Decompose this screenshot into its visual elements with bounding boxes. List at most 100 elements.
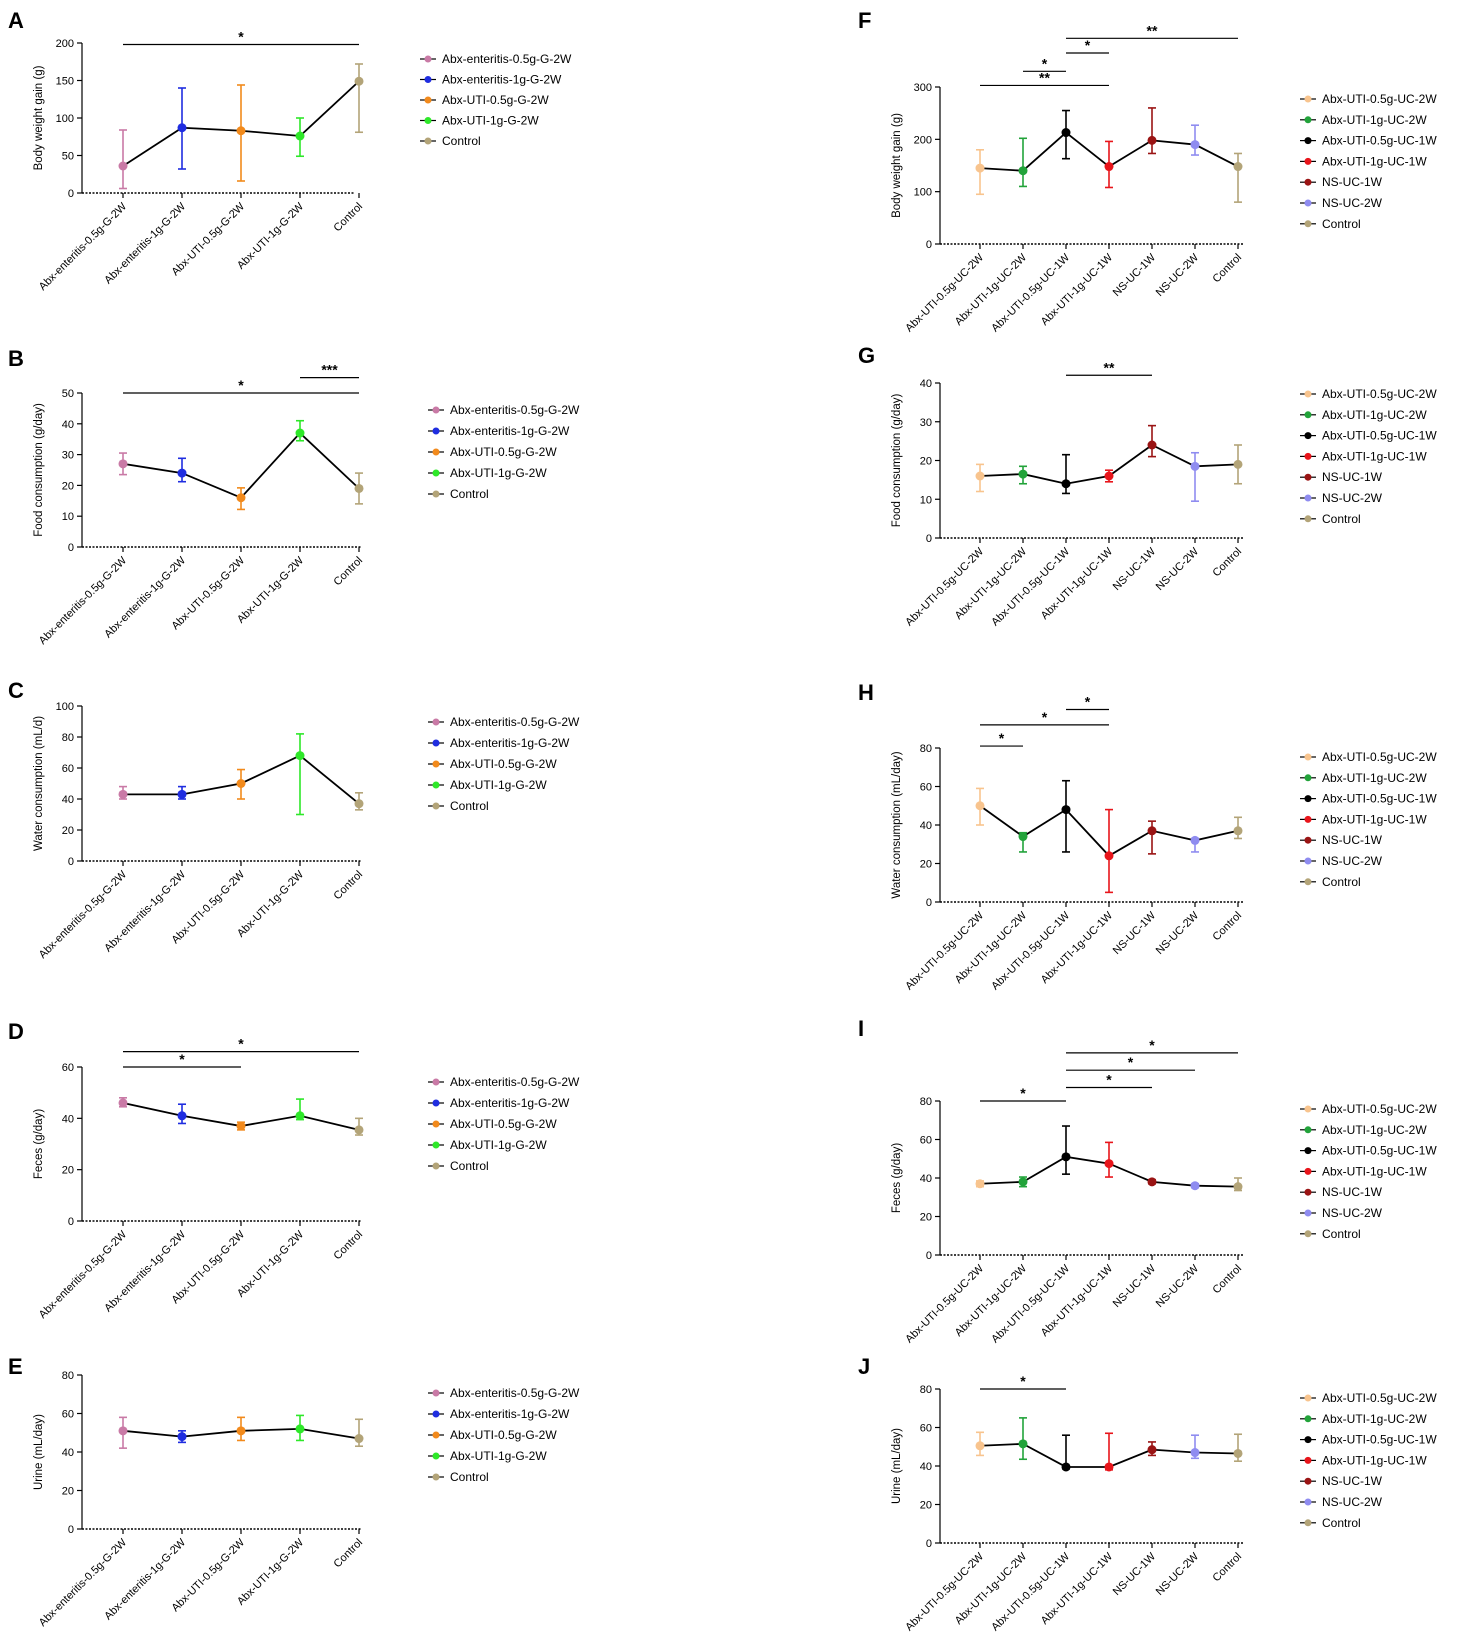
panel-letter: H	[858, 680, 874, 705]
legend-marker	[432, 760, 440, 768]
y-tick-label: 100	[914, 187, 932, 199]
panel-letter: I	[858, 1016, 864, 1041]
legend-label: Abx-enteritis-0.5g-G-2W	[450, 1386, 580, 1400]
legend-marker	[432, 469, 440, 477]
significance-label: *	[1149, 1037, 1155, 1053]
data-point	[1190, 1448, 1200, 1458]
data-point	[1018, 1439, 1028, 1449]
data-point	[1104, 1159, 1114, 1169]
significance-label: *	[238, 377, 244, 393]
data-point	[975, 163, 985, 173]
y-tick-label: 20	[920, 1500, 932, 1512]
legend-marker	[432, 1431, 440, 1439]
panel-c: C 0 20 40 60 80 100 Water consumption (mL/d) Abx…	[8, 678, 580, 961]
data-point	[1190, 835, 1200, 845]
x-tick-label: Abx-UTI-0.5g-UC-2W	[903, 251, 986, 334]
data-point	[118, 1098, 128, 1108]
legend-marker	[432, 1120, 440, 1128]
legend-label: Control	[450, 1470, 489, 1484]
panel-g: G 0 10 20 30 40 Food consumption (g/day) Abx-UT…	[858, 343, 1437, 628]
legend-marker	[1304, 1147, 1312, 1155]
data-point	[1104, 162, 1114, 172]
legend-marker	[432, 1410, 440, 1418]
y-tick-label: 0	[926, 1250, 932, 1262]
y-axis-label: Food consumption (g/day)	[33, 403, 45, 537]
data-point	[236, 126, 246, 136]
legend-label: Abx-enteritis-0.5g-G-2W	[450, 715, 580, 729]
legend-label: Abx-enteritis-1g-G-2W	[450, 424, 570, 438]
x-tick-label: Abx-UTI-1g-UC-1W	[1039, 251, 1116, 328]
legend-marker	[424, 117, 432, 124]
legend-marker	[1304, 1415, 1312, 1423]
x-tick-label: Abx-UTI-0.5g-UC-1W	[989, 1550, 1072, 1633]
legend-marker	[1304, 1436, 1312, 1444]
legend-marker	[1304, 199, 1312, 207]
x-tick-label: Abx-UTI-1g-UC-1W	[1039, 1550, 1116, 1627]
x-tick-label: Control	[332, 869, 366, 903]
significance-label: *	[999, 730, 1005, 746]
significance-label: *	[179, 1051, 185, 1067]
x-tick-label: NS-UC-2W	[1154, 909, 1202, 957]
legend-label: Control	[1322, 512, 1361, 526]
legend-marker	[1304, 390, 1312, 398]
legend-marker	[1304, 432, 1312, 440]
legend-label: Control	[450, 487, 489, 501]
y-tick-label: 0	[926, 533, 932, 545]
legend-marker	[432, 490, 440, 498]
data-point	[1061, 805, 1071, 815]
legend-label: Abx-UTI-0.5g-G-2W	[450, 445, 557, 459]
x-tick-label: Abx-UTI-1g-G-2W	[235, 868, 307, 940]
legend-label: Abx-enteritis-1g-G-2W	[450, 1096, 570, 1110]
legend-marker	[1304, 1498, 1312, 1506]
legend-marker	[424, 76, 432, 83]
panel-d: D 0 20 40 60 Feces (g/day) Abx-enteritis-0.5g-…	[8, 1019, 580, 1321]
x-tick-label: Abx-UTI-0.5g-UC-2W	[903, 909, 986, 992]
y-tick-label: 100	[56, 113, 74, 125]
legend-marker	[1304, 1456, 1312, 1464]
legend-marker	[1304, 1167, 1312, 1175]
legend-marker	[1304, 95, 1312, 103]
legend-marker	[1304, 878, 1312, 886]
y-tick-label: 200	[56, 38, 74, 50]
y-tick-label: 20	[62, 1486, 74, 1498]
data-point	[1018, 469, 1028, 479]
y-tick-label: 60	[62, 1409, 74, 1421]
panel-letter: D	[8, 1019, 24, 1044]
y-tick-label: 20	[920, 456, 932, 468]
legend-marker	[432, 427, 440, 435]
significance-label: *	[1020, 1373, 1026, 1389]
x-tick-label: Abx-UTI-1g-UC-1W	[1039, 545, 1116, 622]
data-point	[295, 1424, 305, 1434]
significance-label: *	[238, 1036, 244, 1052]
data-point	[1018, 1177, 1028, 1187]
data-point	[1018, 166, 1028, 176]
legend-marker	[432, 1099, 440, 1107]
legend-marker	[432, 718, 440, 726]
legend-label: Control	[450, 799, 489, 813]
legend-label: Abx-enteritis-0.5g-G-2W	[442, 52, 572, 66]
data-point	[1233, 162, 1243, 172]
y-tick-label: 30	[920, 417, 932, 429]
data-point	[177, 789, 187, 799]
x-tick-label: Abx-UTI-1g-UC-2W	[953, 1262, 1030, 1339]
legend-marker	[1304, 836, 1312, 844]
y-tick-label: 50	[62, 151, 74, 163]
x-tick-label: Abx-UTI-1g-UC-2W	[953, 909, 1030, 986]
legend-label: Control	[1322, 875, 1361, 889]
panel-letter: B	[8, 346, 24, 371]
significance-label: *	[1020, 1085, 1026, 1101]
x-tick-label: Abx-UTI-1g-G-2W	[235, 1536, 307, 1608]
y-tick-label: 20	[62, 480, 74, 492]
legend-marker	[1304, 1105, 1312, 1113]
y-tick-label: 0	[68, 1216, 74, 1228]
data-point	[1233, 1182, 1243, 1192]
legend-label: Abx-UTI-0.5g-UC-2W	[1322, 387, 1437, 401]
legend-marker	[432, 1473, 440, 1481]
significance-label: *	[1042, 709, 1048, 725]
legend-marker	[1304, 157, 1312, 165]
legend-marker	[432, 448, 440, 456]
panel-i: I 0 20 40 60 80 Feces (g/day) Abx-UTI-0.5g-UC-2…	[858, 1016, 1437, 1345]
significance-label: **	[1039, 69, 1050, 85]
legend-marker	[1304, 753, 1312, 761]
legend-label: NS-UC-1W	[1322, 1185, 1383, 1199]
